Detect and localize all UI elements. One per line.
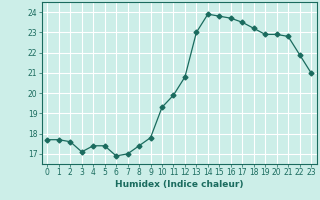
X-axis label: Humidex (Indice chaleur): Humidex (Indice chaleur) bbox=[115, 180, 244, 189]
